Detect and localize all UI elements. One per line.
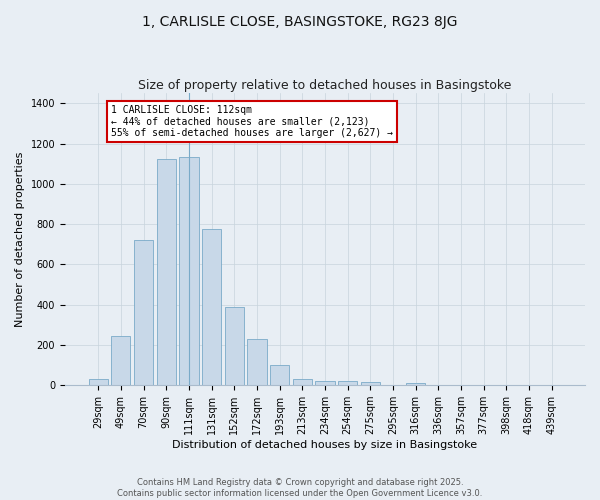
- Bar: [293, 379, 312, 385]
- Bar: [406, 383, 425, 385]
- Bar: [179, 156, 199, 385]
- X-axis label: Distribution of detached houses by size in Basingstoke: Distribution of detached houses by size …: [172, 440, 478, 450]
- Bar: [224, 306, 244, 385]
- Bar: [202, 229, 221, 385]
- Bar: [338, 381, 357, 385]
- Bar: [111, 336, 130, 385]
- Text: 1, CARLISLE CLOSE, BASINGSTOKE, RG23 8JG: 1, CARLISLE CLOSE, BASINGSTOKE, RG23 8JG: [142, 15, 458, 29]
- Bar: [157, 158, 176, 385]
- Y-axis label: Number of detached properties: Number of detached properties: [15, 152, 25, 327]
- Text: 1 CARLISLE CLOSE: 112sqm
← 44% of detached houses are smaller (2,123)
55% of sem: 1 CARLISLE CLOSE: 112sqm ← 44% of detach…: [110, 106, 392, 138]
- Bar: [89, 379, 108, 385]
- Bar: [361, 382, 380, 385]
- Text: Contains HM Land Registry data © Crown copyright and database right 2025.
Contai: Contains HM Land Registry data © Crown c…: [118, 478, 482, 498]
- Bar: [316, 381, 335, 385]
- Title: Size of property relative to detached houses in Basingstoke: Size of property relative to detached ho…: [138, 79, 512, 92]
- Bar: [134, 240, 153, 385]
- Bar: [270, 365, 289, 385]
- Bar: [247, 339, 266, 385]
